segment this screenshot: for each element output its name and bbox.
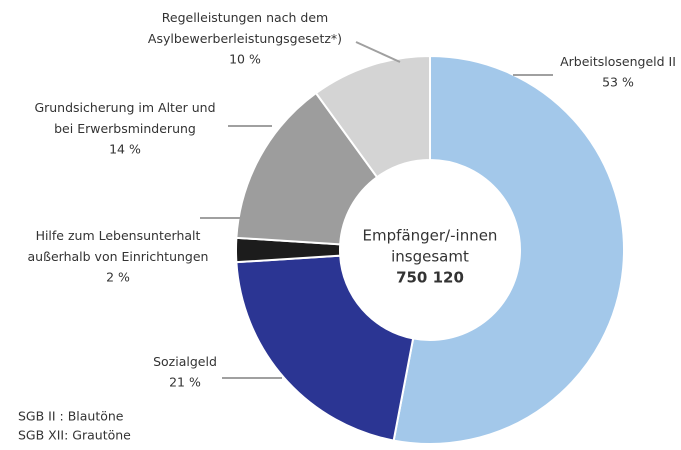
label-line: Regelleistungen nach dem <box>162 10 328 25</box>
slice-label: Regelleistungen nach dem Asylbewerberleis… <box>148 10 342 46</box>
label-line: Sozialgeld <box>153 354 217 369</box>
center-label: 750 120 <box>396 269 464 287</box>
label-line: Grundsicherung im Alter und <box>34 100 215 115</box>
donut-slice <box>392 54 625 445</box>
label-line: außerhalb von Einrichtungen <box>28 249 209 264</box>
slice-label: Arbeitslosengeld II <box>560 54 676 69</box>
note: SGB XII: Grautöne <box>18 428 131 443</box>
value-label: 2 % <box>106 270 130 285</box>
label-line: Arbeitslosengeld II <box>560 54 676 69</box>
slice-label: Hilfe zum Lebensunterhalt außerhalb von E… <box>28 228 209 264</box>
center-label: Empfänger/-innen <box>363 227 498 245</box>
leader-line <box>355 41 401 63</box>
label-line: Hilfe zum Lebensunterhalt <box>36 228 201 243</box>
value-label: 14 % <box>109 142 141 157</box>
slice-label: Grundsicherung im Alter und bei Erwerbsmi… <box>34 100 215 136</box>
center-label: insgesamt <box>391 248 469 266</box>
label-line: Asylbewerberleistungsgesetz*) <box>148 31 342 46</box>
label-line: bei Erwerbsminderung <box>54 121 196 136</box>
donut-slice <box>314 54 431 179</box>
note: SGB II : Blautöne <box>18 409 124 424</box>
slice-label: Sozialgeld <box>153 354 217 369</box>
value-label: 53 % <box>602 75 634 90</box>
value-label: 10 % <box>229 52 261 67</box>
donut-slice <box>235 254 415 442</box>
value-label: 21 % <box>169 375 201 390</box>
